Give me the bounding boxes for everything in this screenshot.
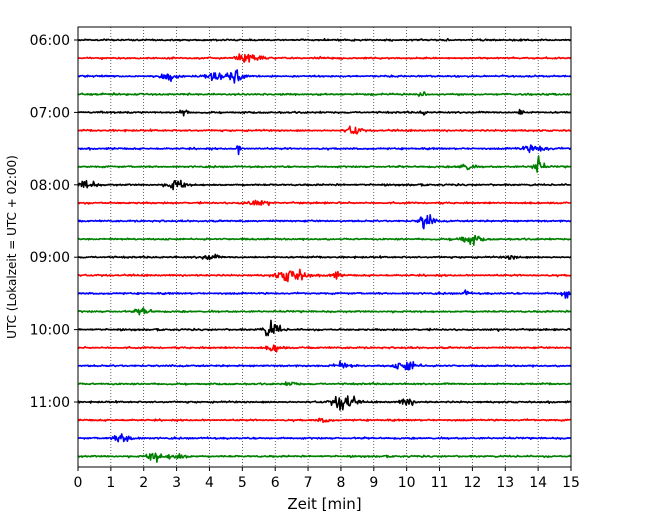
y-tick-label: 09:00 bbox=[30, 250, 70, 266]
y-tick-label: 08:00 bbox=[30, 178, 70, 194]
seismogram-trace bbox=[77, 319, 572, 337]
seismogram-trace bbox=[77, 289, 572, 299]
y-axis-title: UTC (Lokalzeit = UTC + 02:00) bbox=[5, 155, 19, 339]
x-tick-label: 14 bbox=[529, 475, 547, 491]
x-tick-label: 15 bbox=[562, 475, 580, 491]
x-tick-label: 10 bbox=[398, 475, 416, 491]
seismogram-trace bbox=[77, 125, 572, 135]
y-tick-label: 07:00 bbox=[30, 105, 70, 121]
x-tick-label: 12 bbox=[463, 475, 481, 491]
x-tick-label: 6 bbox=[271, 475, 280, 491]
seismogram-trace bbox=[77, 360, 572, 371]
seismogram-trace bbox=[77, 199, 572, 207]
x-tick-label: 1 bbox=[106, 475, 115, 491]
x-tick-label: 0 bbox=[74, 475, 83, 491]
x-tick-label: 13 bbox=[496, 475, 514, 491]
x-tick-label: 9 bbox=[369, 475, 378, 491]
seismogram-traces bbox=[77, 37, 572, 463]
seismogram-trace bbox=[77, 268, 572, 283]
seismogram-trace bbox=[77, 395, 572, 411]
minute-grid bbox=[110, 27, 539, 467]
y-axis-ticks: 06:00 07:00 08:00 09:00 10:00 11:00 bbox=[30, 33, 78, 411]
seismogram-trace bbox=[77, 214, 572, 230]
seismogram-trace bbox=[77, 417, 572, 424]
seismogram-trace bbox=[77, 307, 572, 316]
x-tick-label: 4 bbox=[205, 475, 214, 491]
seismogram-trace bbox=[77, 108, 572, 117]
seismogram-trace bbox=[77, 234, 572, 246]
seismogram-trace bbox=[77, 155, 572, 173]
seismogram-trace bbox=[77, 144, 572, 156]
x-tick-label: 11 bbox=[431, 475, 449, 491]
x-tick-label: 7 bbox=[304, 475, 313, 491]
seismogram-trace bbox=[77, 253, 572, 261]
x-tick-label: 5 bbox=[238, 475, 247, 491]
plot-frame bbox=[77, 26, 572, 468]
x-axis-ticks: 0 1 2 3 4 5 6 7 8 9 10 11 12 13 14 15 bbox=[74, 467, 580, 491]
seismogram-trace bbox=[77, 53, 572, 64]
x-tick-label: 3 bbox=[172, 475, 181, 491]
seismogram-trace bbox=[77, 452, 572, 463]
seismogram-trace bbox=[77, 344, 572, 353]
seismogram-trace bbox=[77, 179, 572, 191]
seismogram-trace bbox=[77, 69, 572, 84]
x-tick-label: 8 bbox=[336, 475, 345, 491]
seismogram-trace bbox=[77, 37, 572, 42]
x-tick-label: 2 bbox=[139, 475, 148, 491]
y-tick-label: 11:00 bbox=[30, 395, 70, 411]
y-tick-label: 10:00 bbox=[30, 323, 70, 339]
seismogram-trace bbox=[77, 91, 572, 97]
seismogram-trace bbox=[77, 433, 572, 443]
seismogram-trace bbox=[77, 381, 572, 387]
y-tick-label: 06:00 bbox=[30, 33, 70, 49]
x-axis-title: Zeit [min] bbox=[287, 495, 361, 513]
